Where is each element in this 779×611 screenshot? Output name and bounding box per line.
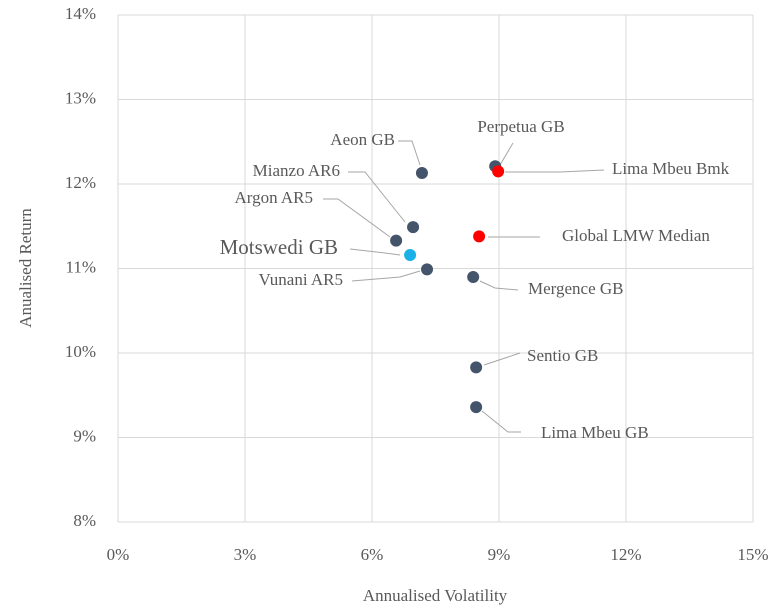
y-tick-label: 10%	[65, 342, 96, 361]
point	[415, 167, 428, 180]
leader-line	[348, 171, 406, 223]
x-tick-label: 15%	[737, 545, 768, 564]
point	[492, 165, 505, 178]
x-tick-label: 12%	[610, 545, 641, 564]
leader-line	[499, 142, 514, 166]
x-tick-label: 0%	[107, 545, 130, 564]
leader-line	[481, 410, 521, 433]
y-tick-label: 14%	[65, 4, 96, 23]
point-label: Motswedi GB	[220, 235, 338, 259]
point-label: Aeon GB	[330, 130, 395, 149]
point-label: Lima Mbeu Bmk	[612, 159, 730, 178]
leader-line	[479, 280, 519, 291]
y-axis-title: Anualised Return	[16, 208, 35, 328]
leader-line	[323, 198, 391, 238]
leader-line	[351, 270, 421, 282]
point	[467, 270, 480, 283]
x-tick-label: 9%	[488, 545, 511, 564]
leader-line	[398, 140, 421, 166]
point	[470, 361, 483, 374]
point-label: Mergence GB	[528, 279, 624, 298]
y-tick-label: 11%	[65, 257, 96, 276]
leader-line	[349, 248, 401, 256]
x-tick-label: 3%	[234, 545, 257, 564]
point-label: Perpetua GB	[477, 117, 564, 136]
point-label: Mianzo AR6	[253, 161, 340, 180]
x-axis-title: Annualised Volatility	[363, 586, 508, 605]
point-label: Argon AR5	[234, 188, 313, 207]
point	[390, 234, 403, 247]
y-tick-label: 9%	[73, 426, 96, 445]
leader-line	[505, 169, 605, 173]
y-tick-label: 12%	[65, 173, 96, 192]
point-label: Sentio GB	[527, 346, 598, 365]
y-tick-label: 13%	[65, 88, 96, 107]
point	[421, 263, 434, 276]
point-label: Global LMW Median	[562, 226, 710, 245]
x-tick-label: 6%	[361, 545, 384, 564]
point-label: Vunani AR5	[259, 270, 343, 289]
point-label: Lima Mbeu GB	[541, 423, 649, 442]
point	[473, 230, 486, 243]
y-tick-label: 8%	[73, 511, 96, 530]
leader-line	[483, 352, 521, 366]
point	[404, 248, 417, 261]
point	[470, 401, 483, 414]
point	[407, 221, 420, 234]
